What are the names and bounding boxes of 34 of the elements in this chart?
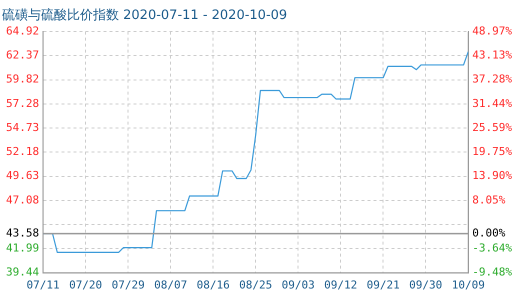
y2-tick-label: 37.28% xyxy=(472,72,512,86)
y2-tick-label: 13.90% xyxy=(472,169,512,182)
y-tick-label: 52.18 xyxy=(6,145,40,158)
y-tick-label: 41.99 xyxy=(6,242,40,255)
x-tick-label: 09/12 xyxy=(324,278,358,292)
y-tick-label: 64.92 xyxy=(6,24,40,38)
x-tick-label: 07/20 xyxy=(69,278,102,292)
x-tick-label: 09/03 xyxy=(282,278,315,292)
y2-tick-label: 19.75% xyxy=(472,145,512,158)
y-tick-label: 43.58 xyxy=(6,226,40,240)
x-tick-label: 08/25 xyxy=(239,278,272,292)
x-tick-label: 08/16 xyxy=(196,278,230,292)
y2-tick-label: 8.05% xyxy=(472,193,506,206)
y-tick-label: 49.63 xyxy=(6,169,40,182)
x-tick-label: 08/07 xyxy=(154,278,188,292)
y2-tick-label: 48.97% xyxy=(472,24,512,38)
x-tick-label: 10/09 xyxy=(452,278,485,292)
y2-tick-label: 43.13% xyxy=(472,48,512,62)
y2-tick-label: -9.48% xyxy=(472,266,512,279)
x-tick-label: 09/21 xyxy=(366,278,400,292)
y-tick-label: 59.82 xyxy=(6,72,40,86)
y2-tick-label: 25.59% xyxy=(472,120,512,134)
y-tick-label: 54.73 xyxy=(6,120,40,134)
y2-tick-label: 0.00% xyxy=(472,226,506,240)
y-tick-label: 39.44 xyxy=(6,266,40,279)
y-tick-label: 57.28 xyxy=(6,96,40,110)
y2-tick-label: -3.64% xyxy=(472,242,512,255)
chart-title: 硫磺与硫酸比价指数 2020-07-11 - 2020-10-09 xyxy=(2,8,288,24)
x-tick-label: 09/30 xyxy=(409,278,442,292)
x-tick-label: 07/29 xyxy=(112,278,145,292)
y-tick-label: 47.08 xyxy=(6,193,40,206)
x-tick-label: 07/11 xyxy=(26,278,60,292)
y2-tick-label: 31.44% xyxy=(472,96,512,110)
y-tick-label: 62.37 xyxy=(6,48,40,62)
